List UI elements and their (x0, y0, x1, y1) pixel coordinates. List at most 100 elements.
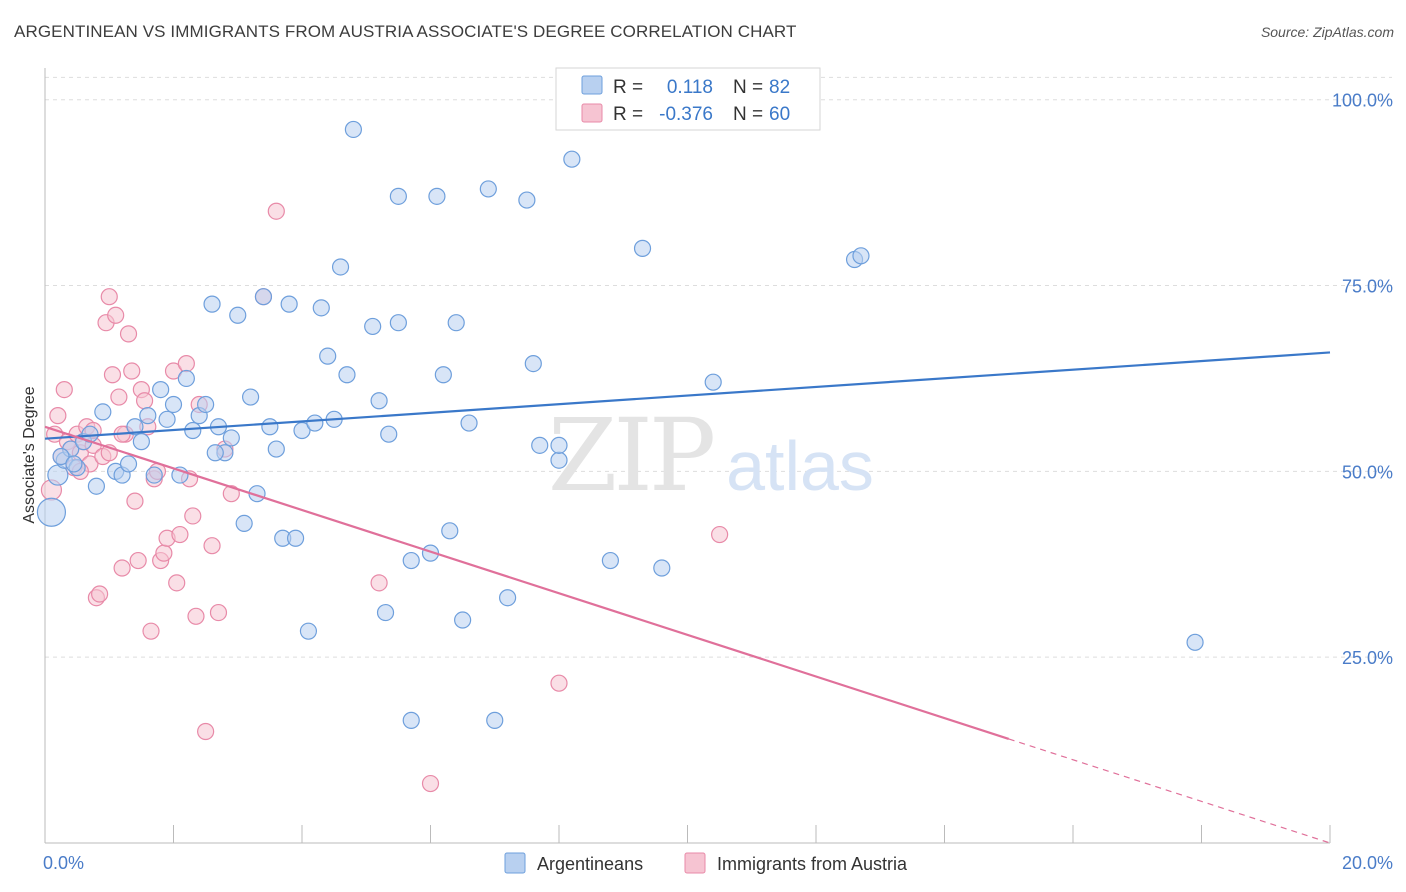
watermark: ZIP atlas (548, 397, 874, 514)
legend-r-value-1: 0.118 (667, 77, 713, 98)
data-point (280, 295, 298, 313)
legend-n-value-1: 82 (769, 77, 790, 98)
legend-swatch-pink (581, 103, 603, 123)
data-point (389, 187, 407, 205)
data-point (100, 288, 118, 306)
data-point (87, 477, 106, 495)
legend-label-argentineans[interactable]: Argentineans (537, 854, 643, 874)
data-point (203, 295, 221, 313)
data-point (338, 366, 356, 384)
data-point (331, 258, 350, 276)
legend-swatch-argentineans[interactable] (504, 852, 526, 874)
data-point (704, 373, 722, 391)
data-point (155, 544, 173, 562)
data-point (370, 574, 388, 592)
data-point (447, 314, 465, 332)
data-point (261, 418, 279, 436)
data-point (633, 239, 652, 257)
y-tick-label-50: 50.0% (1342, 462, 1393, 482)
data-point (312, 299, 330, 317)
x-tick-label-min: 0.0% (43, 853, 84, 873)
y-axis-label: Associate's Degree (21, 386, 38, 523)
data-point (563, 150, 581, 168)
axes (44, 68, 1331, 844)
data-point (197, 722, 215, 741)
data-point (119, 325, 138, 343)
data-point (364, 317, 382, 336)
data-point (168, 574, 186, 592)
data-point (119, 455, 138, 473)
data-point (460, 414, 478, 432)
x-tick-label-max: 20.0% (1342, 853, 1393, 873)
trend-line-austria-extrapolated (1008, 738, 1331, 844)
data-point (197, 395, 215, 414)
data-point (126, 418, 144, 436)
y-tick-label-100: 100.0% (1332, 91, 1393, 111)
trend-line-austria (44, 425, 1010, 740)
data-point (852, 247, 870, 265)
data-point (158, 410, 176, 428)
data-point (518, 191, 536, 209)
data-point (319, 347, 337, 365)
data-point (428, 187, 446, 205)
data-point (184, 507, 202, 525)
legend-swatch-blue (581, 75, 603, 95)
data-point (454, 611, 472, 629)
data-point (126, 492, 144, 510)
data-point (441, 522, 459, 540)
legend-label-austria[interactable]: Immigrants from Austria (717, 854, 908, 874)
data-point (94, 403, 112, 421)
data-point (402, 711, 420, 729)
data-point (187, 607, 205, 625)
data-point (524, 354, 542, 373)
chart-title: ARGENTINEAN VS IMMIGRANTS FROM AUSTRIA A… (14, 22, 797, 41)
data-point (1186, 633, 1204, 651)
data-point (550, 451, 568, 469)
data-point (184, 421, 202, 440)
data-point (152, 381, 170, 399)
data-point (36, 497, 67, 527)
data-point (203, 537, 221, 555)
data-point (132, 433, 150, 451)
y-tick-label-25: 25.0% (1342, 648, 1393, 668)
data-point (306, 414, 324, 432)
data-point (171, 525, 189, 544)
grid-lines (45, 76, 1392, 658)
data-point (711, 525, 729, 544)
legend-r-label-2: R = (613, 104, 643, 125)
data-point (550, 674, 568, 692)
data-point (601, 551, 620, 570)
trend-lines (44, 351, 1331, 844)
data-point (344, 120, 362, 139)
watermark-zip: ZIP (548, 397, 713, 514)
data-point (434, 366, 452, 384)
data-point (499, 589, 517, 607)
data-point (55, 381, 73, 399)
data-point (91, 585, 109, 603)
data-point (286, 529, 305, 547)
legend-swatch-austria[interactable] (684, 852, 706, 874)
data-point (242, 388, 260, 406)
legend-r-value-2: -0.376 (659, 104, 713, 125)
data-point (486, 711, 504, 729)
data-point (376, 603, 395, 622)
data-point (110, 388, 128, 406)
data-point (103, 366, 122, 384)
data-point (135, 392, 154, 410)
legend-r-label-1: R = (613, 77, 643, 98)
data-point (235, 514, 253, 532)
data-point (380, 425, 398, 443)
data-point (139, 407, 157, 425)
data-point (550, 436, 568, 454)
legend-n-label-1: N = (733, 77, 763, 98)
data-point (267, 202, 285, 220)
data-point (107, 306, 125, 324)
data-point (49, 407, 67, 425)
correlation-legend: R = 0.118 N = 82 R = -0.376 N = 60 (555, 67, 821, 131)
data-point (129, 551, 147, 570)
legend-n-label-2: N = (733, 104, 763, 125)
data-point (421, 774, 440, 793)
trend-line-argentineans (44, 351, 1331, 440)
tick-labels: 25.0% 50.0% 75.0% 100.0% 0.0% 20.0% (43, 91, 1393, 873)
